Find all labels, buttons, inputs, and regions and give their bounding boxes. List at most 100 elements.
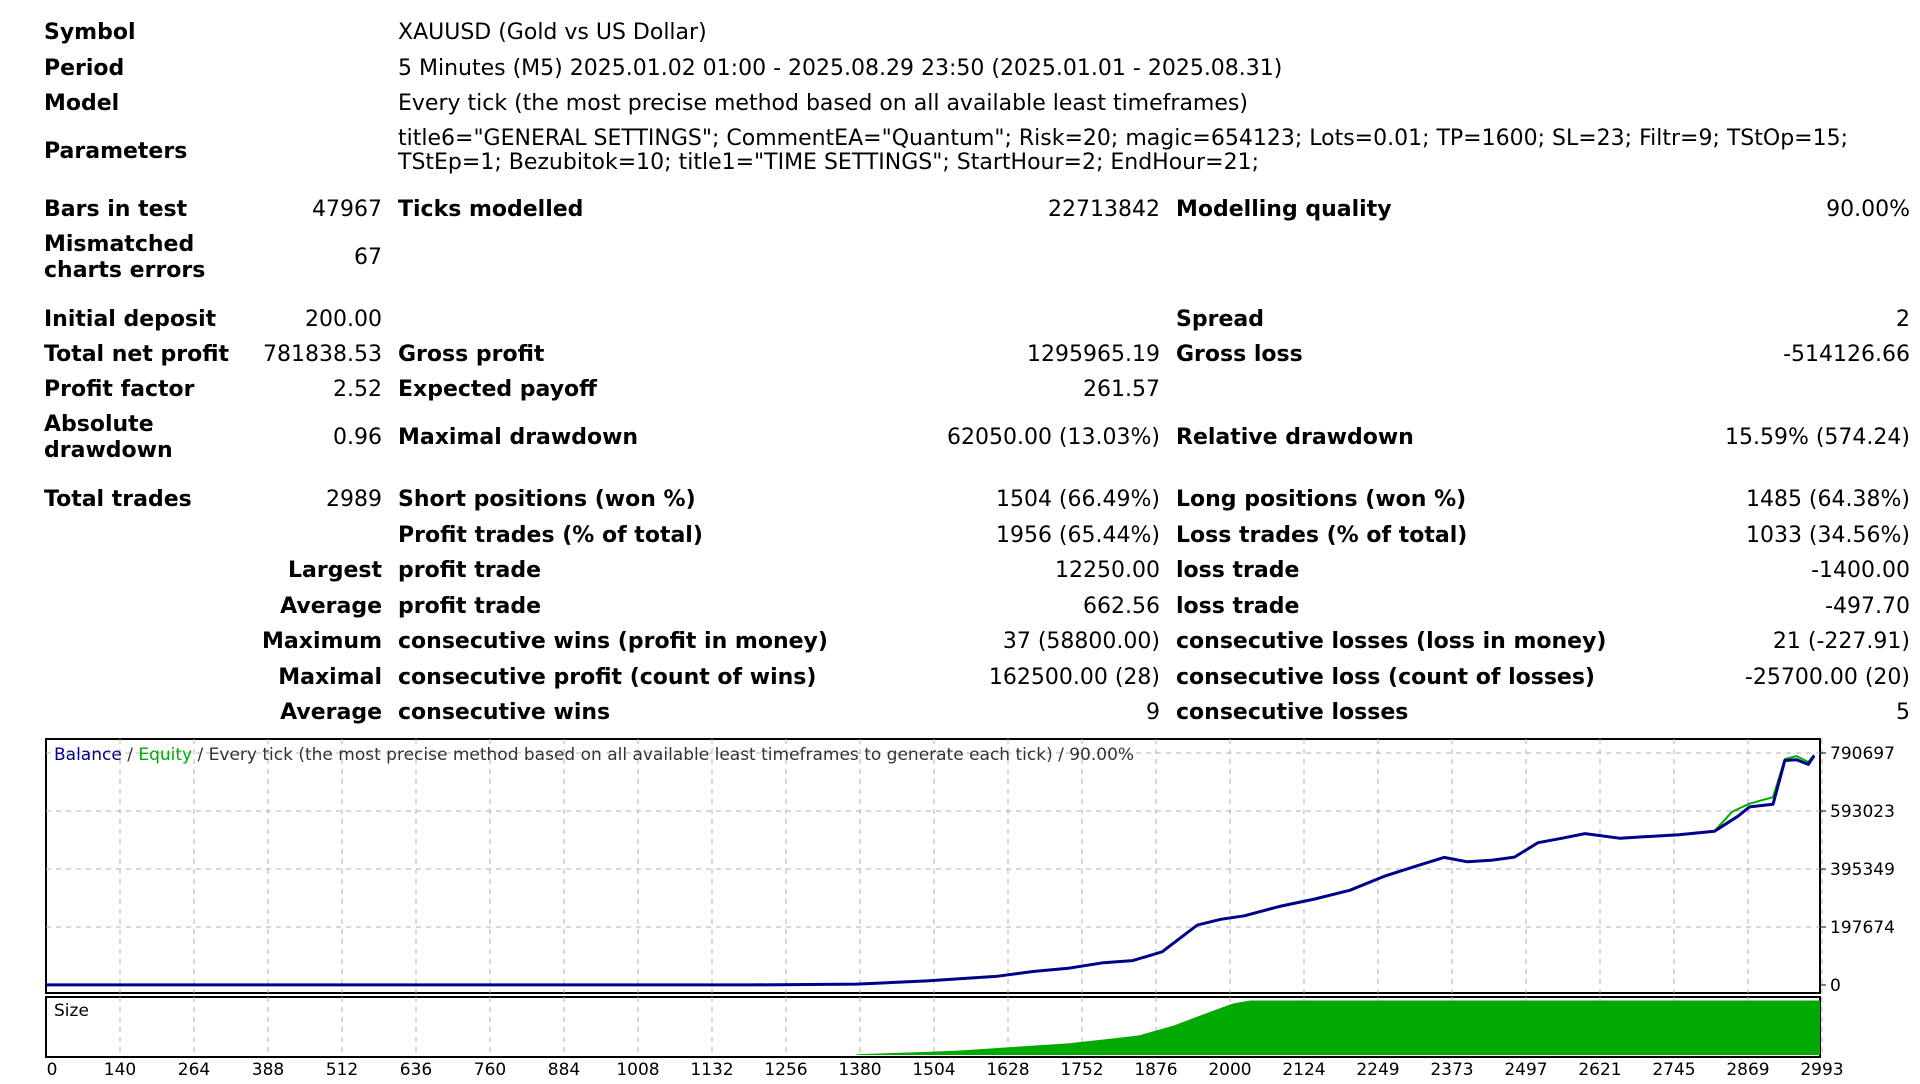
x-tick-label: 2249 [1356, 1060, 1399, 1080]
maximal-loss-label: consecutive loss (count of losses) [1176, 665, 1595, 690]
deposit-label: Initial deposit [44, 307, 217, 332]
parameters-line1: title6="GENERAL SETTINGS"; CommentEA="Qu… [398, 126, 1849, 151]
ltrades-label: Loss trades (% of total) [1176, 523, 1468, 548]
netprofit-label: Total net profit [44, 342, 230, 367]
x-tick-label: 1132 [690, 1060, 733, 1080]
maximum-label: Maximum [262, 629, 382, 654]
maximal-profit-label: consecutive profit (count of wins) [398, 665, 817, 690]
maximal-profit-value: 162500.00 (28) [988, 665, 1160, 690]
bars-label: Bars in test [44, 197, 188, 222]
short-label: Short positions (won %) [398, 487, 696, 512]
average2-label: Average [280, 700, 382, 725]
x-tick-label: 2124 [1282, 1060, 1325, 1080]
x-tick-label: 2373 [1430, 1060, 1473, 1080]
maxdd-value: 62050.00 (13.03%) [946, 425, 1160, 450]
x-axis: 0 140 264 388 512 636 760 884 1008 1132 1256 1380 15… [47, 1060, 1844, 1080]
netprofit-value: 781838.53 [263, 342, 382, 367]
reldd-value: 15.59% (574.24) [1724, 425, 1910, 450]
max-wins-value: 37 (58800.00) [1002, 629, 1160, 654]
x-tick-label: 2993 [1800, 1060, 1843, 1080]
avg-wins-value: 9 [1146, 700, 1160, 725]
chart-title: Balance / Equity / Every tick (the most … [54, 745, 1134, 765]
report-table: Symbol XAUUSD (Gold vs US Dollar) Period… [44, 20, 1910, 725]
average-profit-value: 662.56 [1083, 594, 1160, 619]
x-tick-label: 140 [104, 1060, 136, 1080]
largest-label: Largest [288, 558, 382, 583]
x-tick-label: 264 [178, 1060, 210, 1080]
absdd-value: 0.96 [333, 425, 382, 450]
absdd-label: Absolute drawdown [44, 412, 173, 463]
maxdd-label: Maximal drawdown [398, 425, 639, 450]
x-tick-label: 1256 [764, 1060, 807, 1080]
balance-chart: 790697 593023 395349 197674 0 0 140 264 388 512 6… [0, 735, 1920, 1080]
quality-label: Modelling quality [1176, 197, 1392, 222]
size-area [856, 1000, 1820, 1055]
x-tick-label: 636 [400, 1060, 432, 1080]
title-equity: Equity [138, 745, 192, 765]
title-rest: / Every tick (the most precise method ba… [192, 745, 1134, 765]
average-loss-label: loss trade [1176, 594, 1300, 619]
lines [46, 754, 1816, 987]
spread-value: 2 [1896, 307, 1910, 332]
x-tick-label: 2745 [1652, 1060, 1695, 1080]
max-losses-label: consecutive losses (loss in money) [1176, 629, 1607, 654]
x-tick-label: 1628 [986, 1060, 1029, 1080]
pf-label: Profit factor [44, 377, 195, 402]
bars-value: 47967 [312, 197, 382, 222]
y-tick-label: 197674 [1830, 918, 1895, 938]
ptrades-label: Profit trades (% of total) [398, 523, 703, 548]
spread-label: Spread [1176, 307, 1264, 332]
model-value: Every tick (the most precise method base… [398, 91, 1248, 116]
x-tick-label: 2000 [1208, 1060, 1251, 1080]
average-label: Average [280, 594, 382, 619]
x-tick-label: 512 [326, 1060, 358, 1080]
ep-label: Expected payoff [398, 377, 597, 402]
symbol-value: XAUUSD (Gold vs US Dollar) [398, 20, 707, 45]
model-label: Model [44, 91, 120, 116]
largest-loss-label: loss trade [1176, 558, 1300, 583]
maximal-label: Maximal [278, 665, 382, 690]
max-losses-value: 21 (-227.91) [1772, 629, 1910, 654]
largest-profit-label: profit trade [398, 558, 542, 583]
x-tick-label: 1752 [1060, 1060, 1103, 1080]
average-profit-label: profit trade [398, 594, 542, 619]
size-series [856, 1000, 1820, 1055]
chart-svg: 790697 593023 395349 197674 0 0 140 264 388 512 6… [45, 738, 1895, 1080]
mismatch-value: 67 [354, 245, 382, 270]
y-tick-label: 593023 [1830, 802, 1895, 822]
symbol-label: Symbol [44, 20, 136, 45]
x-tick-label: 1876 [1134, 1060, 1177, 1080]
deposit-value: 200.00 [305, 307, 382, 332]
x-tick-label: 884 [548, 1060, 580, 1080]
x-tick-label: 1380 [838, 1060, 881, 1080]
x-tick-label: 388 [252, 1060, 284, 1080]
x-tick-label: 2621 [1578, 1060, 1621, 1080]
x-tick-label: 2869 [1726, 1060, 1769, 1080]
y-tick-label: 395349 [1830, 860, 1895, 880]
max-wins-label: consecutive wins (profit in money) [398, 629, 828, 654]
largest-profit-value: 12250.00 [1055, 558, 1160, 583]
short-value: 1504 (66.49%) [995, 487, 1160, 512]
ltrades-value: 1033 (34.56%) [1745, 523, 1910, 548]
title-balance: Balance [54, 745, 122, 765]
avg-wins-label: consecutive wins [398, 700, 611, 725]
x-tick-label: 0 [47, 1060, 58, 1080]
ep-value: 261.57 [1083, 377, 1160, 402]
x-tick-label: 1504 [912, 1060, 955, 1080]
trades-value: 2989 [326, 487, 382, 512]
ptrades-value: 1956 (65.44%) [995, 523, 1160, 548]
ticks-label: Ticks modelled [398, 197, 584, 222]
y-tick-label: 0 [1830, 976, 1841, 996]
grossloss-value: -514126.66 [1783, 342, 1910, 367]
average-loss-value: -497.70 [1825, 594, 1910, 619]
grossprofit-label: Gross profit [398, 342, 545, 367]
period-label: Period [44, 56, 125, 81]
reldd-label: Relative drawdown [1176, 425, 1414, 450]
avg-losses-value: 5 [1896, 700, 1910, 725]
size-label: Size [54, 1001, 89, 1021]
x-tick-label: 760 [474, 1060, 506, 1080]
y-tick-label: 790697 [1830, 744, 1895, 764]
quality-value: 90.00% [1826, 197, 1910, 222]
parameters-label: Parameters [44, 139, 188, 164]
title-sep: / [122, 745, 139, 765]
